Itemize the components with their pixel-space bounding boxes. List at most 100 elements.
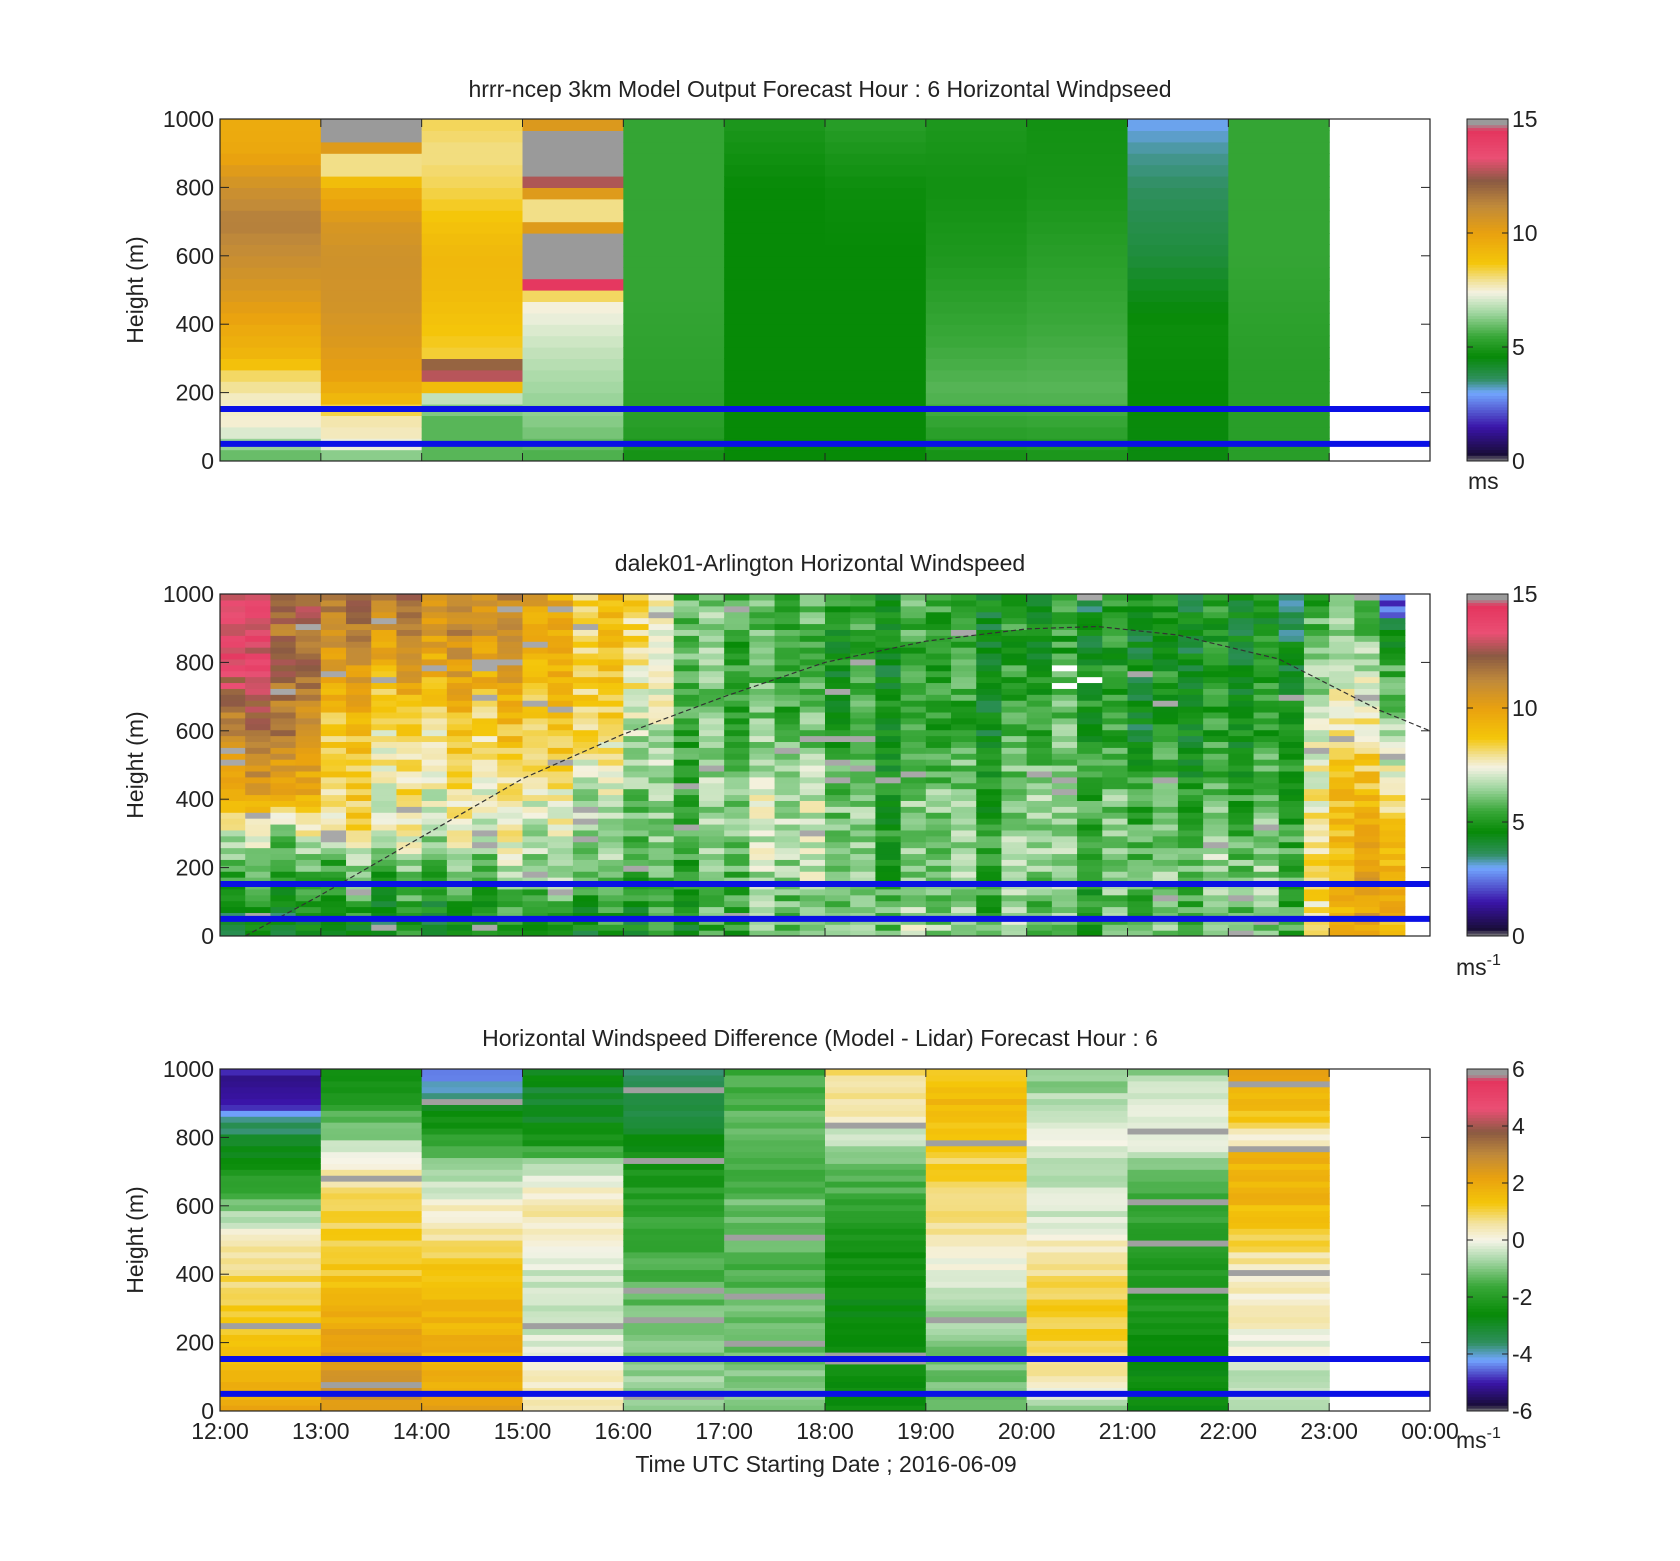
heatmap-cell	[1278, 706, 1305, 713]
heatmap-cell	[1152, 711, 1179, 719]
y-tick-label: 0	[201, 923, 214, 949]
colorbar-segment	[1467, 1134, 1508, 1138]
heatmap-cell	[951, 930, 977, 936]
heatmap-cell	[825, 141, 927, 154]
heatmap-cell	[497, 823, 524, 831]
heatmap-cell	[1077, 800, 1103, 807]
heatmap-cell	[1177, 818, 1204, 825]
heatmap-cell	[648, 829, 675, 837]
heatmap-cell	[320, 1375, 423, 1383]
heatmap-cell	[1177, 776, 1204, 784]
heatmap-cell	[1303, 877, 1330, 884]
heatmap-cell	[1228, 1080, 1330, 1088]
heatmap-cell	[472, 700, 498, 707]
heatmap-cell	[951, 700, 977, 707]
colorbar-segment	[1467, 301, 1508, 305]
heatmap-cell	[1303, 800, 1330, 807]
heatmap-cell	[1127, 1133, 1229, 1141]
heatmap-cell	[623, 1169, 725, 1176]
heatmap-cell	[749, 776, 776, 784]
heatmap-cell	[724, 1069, 826, 1076]
heatmap-cell	[1228, 623, 1255, 630]
heatmap-cell	[623, 1387, 725, 1394]
heatmap-cell	[1278, 694, 1305, 701]
heatmap-cell	[925, 1381, 1028, 1389]
heatmap-cell	[976, 735, 1003, 743]
heatmap-cell	[270, 723, 297, 731]
heatmap-cell	[220, 694, 246, 701]
heatmap-cell	[749, 682, 776, 689]
heatmap-cell	[220, 141, 322, 154]
heatmap-cell	[724, 1269, 826, 1276]
heatmap-cell	[774, 871, 801, 878]
heatmap-cell	[320, 823, 347, 831]
heatmap-cell	[925, 255, 1028, 268]
heatmap-cell	[1001, 741, 1028, 748]
heatmap-cell	[925, 906, 952, 914]
heatmap-cell	[1379, 694, 1406, 701]
heatmap-cell	[472, 658, 498, 666]
heatmap-cell	[497, 847, 524, 855]
heatmap-cell	[1253, 599, 1280, 607]
y-axis-label: Height (m)	[122, 1186, 148, 1293]
heatmap-cell	[673, 605, 700, 613]
x-tick-label: 23:00	[1300, 1418, 1358, 1444]
heatmap-cell	[1354, 841, 1381, 849]
heatmap-cell	[220, 1216, 322, 1223]
heatmap-cell	[1051, 776, 1078, 784]
colorbar-segment	[1467, 841, 1508, 846]
heatmap-cell	[421, 1263, 524, 1271]
heatmap-cell	[825, 233, 927, 245]
heatmap-cell	[1001, 688, 1028, 695]
heatmap-cell	[220, 176, 322, 188]
heatmap-cell	[421, 1122, 524, 1129]
heatmap-cell	[925, 1175, 1028, 1182]
heatmap-cell	[522, 1387, 624, 1394]
heatmap-cell	[371, 688, 398, 695]
heatmap-cell	[1026, 906, 1053, 914]
heatmap-cell	[850, 658, 877, 666]
heatmap-cell	[1228, 759, 1255, 766]
heatmap-cell	[1177, 812, 1204, 819]
heatmap-cell	[1026, 1340, 1129, 1347]
heatmap-cell	[774, 788, 801, 796]
heatmap-cell	[371, 818, 398, 825]
heatmap-cell	[270, 594, 297, 601]
heatmap-cell	[825, 1198, 927, 1206]
heatmap-cell	[346, 735, 372, 743]
heatmap-cell	[976, 900, 1003, 908]
heatmap-cell	[320, 1275, 423, 1282]
heatmap-cell	[673, 877, 700, 884]
heatmap-cell	[623, 759, 650, 766]
heatmap-cell	[1228, 1116, 1330, 1123]
heatmap-cell	[472, 847, 498, 855]
heatmap-cell	[925, 119, 1028, 131]
heatmap-cell	[220, 735, 246, 743]
heatmap-cell	[598, 676, 624, 684]
heatmap-cell	[245, 776, 272, 784]
heatmap-cell	[1228, 301, 1330, 314]
heatmap-cell	[1303, 723, 1330, 731]
heatmap-cell	[925, 1110, 1028, 1117]
heatmap-cell	[698, 900, 725, 908]
colorbar-segment	[1467, 409, 1508, 414]
heatmap-cell	[320, 1352, 423, 1359]
heatmap-cell	[1127, 449, 1229, 461]
heatmap-cell	[1127, 1287, 1229, 1294]
heatmap-cell	[421, 301, 524, 314]
heatmap-cell	[1253, 594, 1280, 601]
heatmap-cell	[951, 688, 977, 695]
heatmap-cell	[220, 1133, 322, 1141]
heatmap-cell	[1379, 741, 1406, 748]
heatmap-cell	[825, 1340, 927, 1347]
heatmap-cell	[900, 647, 927, 654]
heatmap-cell	[724, 747, 750, 754]
colorbar-segment	[1467, 1334, 1508, 1338]
heatmap-cell	[1203, 717, 1229, 725]
heatmap-cell	[245, 700, 272, 707]
heatmap-cell	[421, 255, 524, 268]
x-axis-label: Time UTC Starting Date ; 2016-06-09	[635, 1451, 1016, 1477]
heatmap-cell	[1354, 906, 1381, 914]
heatmap-cell	[270, 717, 297, 725]
heatmap-cell	[522, 641, 549, 648]
